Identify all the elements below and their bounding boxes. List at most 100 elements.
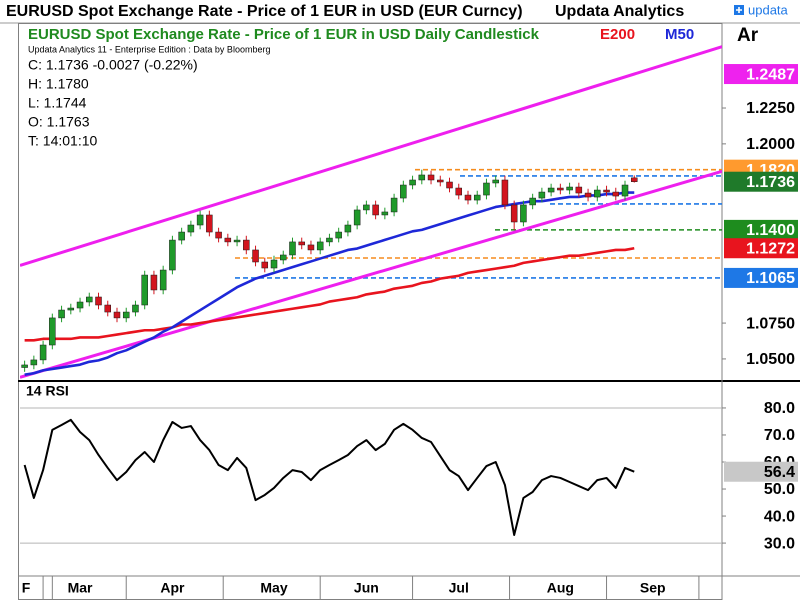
candle-body [187,224,195,233]
candle-body [464,194,472,201]
price-label: 1.2487 [746,66,795,83]
legend-entry: M50 [665,26,694,43]
candle-body [307,244,315,251]
candle-body [612,191,620,197]
candle-body [178,231,185,241]
rsi-line [23,418,635,536]
candle-body [594,189,601,198]
y-tick-label: 50.0 [764,481,795,498]
candle-body [372,204,379,216]
trend-line [20,169,722,379]
candle-body [418,174,426,181]
candle-body [169,239,176,271]
candle-body [566,186,573,191]
candle-body [483,182,490,196]
candle-body [58,309,65,319]
candle-body [363,204,370,211]
candle-body [492,179,499,184]
candle-body [233,239,241,243]
y-tick-label: 80.0 [764,400,795,417]
price-label-box [724,64,798,85]
candle-body [353,209,361,226]
candle-body [326,237,333,243]
rsi-plot [20,407,722,544]
candle-body [206,214,213,233]
price-plot [20,45,722,379]
price-label: 1.1065 [746,270,795,287]
brand: Updata Analytics [555,3,684,20]
candle-body [30,359,38,366]
x-tick-label: May [260,580,287,596]
candle-body [196,214,204,226]
candle-body [113,311,121,319]
candle-body [547,187,555,193]
candle-body [150,274,158,291]
candle-body [510,204,518,223]
rsi-title: 14 RSI [26,383,69,399]
info-close: C: 1.1736 -0.0027 (-0.22%) [28,57,198,73]
subtitle: Updata Analytics 11 - Enterprise Edition… [28,44,270,54]
candle-body [400,184,407,199]
candle-body [473,194,481,201]
x-tick-label: Jun [354,580,379,596]
candle-body [298,241,305,246]
candle-body [584,192,592,198]
candle-body [575,186,583,194]
ohlc-info: C: 1.1736 -0.0027 (-0.22%) H: 1.1780 L: … [28,57,198,149]
price-label-box [724,238,798,259]
candle-body [631,177,638,182]
candle-body [270,259,278,269]
candle-body [289,241,296,256]
price-label: 56.4 [764,464,795,481]
candle-body [501,179,509,206]
y-tick-label: 70.0 [764,427,795,444]
candle-body [132,304,139,313]
moving-average [24,246,635,342]
logo-text: updata [748,2,789,17]
candle-body [280,254,287,261]
candle-body [104,304,111,313]
info-low: L: 1.1744 [28,95,87,111]
x-tick-label: F [22,580,31,596]
x-tick-label: Aug [547,580,574,596]
price-label-box [724,219,798,240]
candle-body [344,224,352,233]
y-tick-label: 1.0500 [746,351,795,368]
price-label: 1.1400 [746,222,795,239]
price-label-box [724,461,798,482]
candle-body [49,317,56,346]
candle-body [538,191,546,199]
candle-body [21,364,28,368]
candle-body [381,211,389,216]
candle-body [215,231,222,239]
x-tick-label: Apr [160,580,185,596]
candle-body [520,204,527,223]
candle-body [252,249,259,263]
candle-body [335,231,342,239]
price-label-box [724,171,798,192]
candle-body [86,296,93,303]
axis-label: Ar [737,25,759,46]
candle-body [243,239,250,251]
candle-body [446,181,453,189]
candle-body [141,274,148,306]
candle-body [557,187,564,191]
candle-body [409,179,416,186]
info-high: H: 1.1780 [28,76,89,92]
logo-plus [736,7,742,13]
window-title: EURUSD Spot Exchange Rate - Price of 1 E… [6,3,523,20]
logo: updata [734,2,789,17]
price-label-box [724,267,798,288]
y-tick-label: 1.2000 [746,136,795,153]
price-label: 1.1736 [746,174,795,191]
candle-body [603,189,610,193]
candle-body [224,237,232,243]
candle-body [261,261,269,269]
legend-entry: E200 [600,26,635,43]
y-tick-label: 40.0 [764,508,795,525]
candle-body [76,301,84,309]
y-tick-label: 1.2250 [746,100,795,117]
price-label: 1.1272 [746,240,795,257]
x-tick-label: Sep [640,580,666,596]
